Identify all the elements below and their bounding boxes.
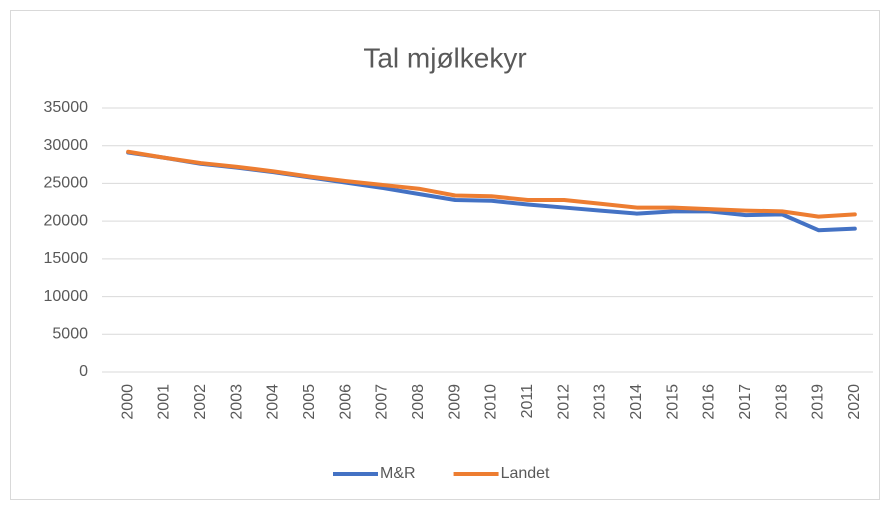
y-tick-label: 20000: [44, 212, 89, 229]
y-tick-label: 0: [79, 363, 88, 380]
y-tick-label: 30000: [44, 137, 89, 154]
chart-title: Tal mjølkekyr: [363, 42, 526, 73]
x-tick-label: 2019: [810, 384, 827, 420]
x-tick-label: 2011: [519, 384, 536, 419]
x-tick-label: 2015: [664, 384, 681, 420]
x-tick-label: 2002: [192, 384, 209, 420]
y-tick-label: 5000: [52, 326, 88, 343]
x-tick-label: 2012: [555, 384, 572, 420]
y-tick-label: 10000: [44, 288, 89, 305]
x-tick-label: 2008: [410, 384, 427, 420]
y-tick-label: 35000: [44, 99, 89, 116]
chart-border: [10, 10, 880, 500]
x-tick-label: 2007: [374, 384, 391, 420]
x-tick-label: 2016: [701, 384, 718, 420]
x-tick-label: 2020: [846, 384, 863, 420]
x-tick-label: 2009: [446, 384, 463, 420]
legend-label: Landet: [501, 465, 550, 482]
x-tick-label: 2017: [737, 384, 754, 420]
legend-label: M&R: [380, 465, 416, 482]
x-tick-label: 2003: [228, 384, 245, 420]
x-tick-label: 2000: [119, 384, 136, 420]
line-series: [126, 149, 857, 219]
x-tick-label: 2013: [592, 384, 609, 420]
x-tick-label: 2006: [337, 384, 354, 420]
x-tick-label: 2004: [265, 384, 282, 420]
y-tick-label: 25000: [44, 175, 89, 192]
x-tick-label: 2005: [301, 384, 318, 420]
x-tick-label: 2010: [483, 384, 500, 420]
x-tick-label: 2014: [628, 384, 645, 420]
y-tick-label: 15000: [44, 250, 89, 267]
x-tick-label: 2018: [773, 384, 790, 420]
x-tick-label: 2001: [156, 384, 173, 420]
